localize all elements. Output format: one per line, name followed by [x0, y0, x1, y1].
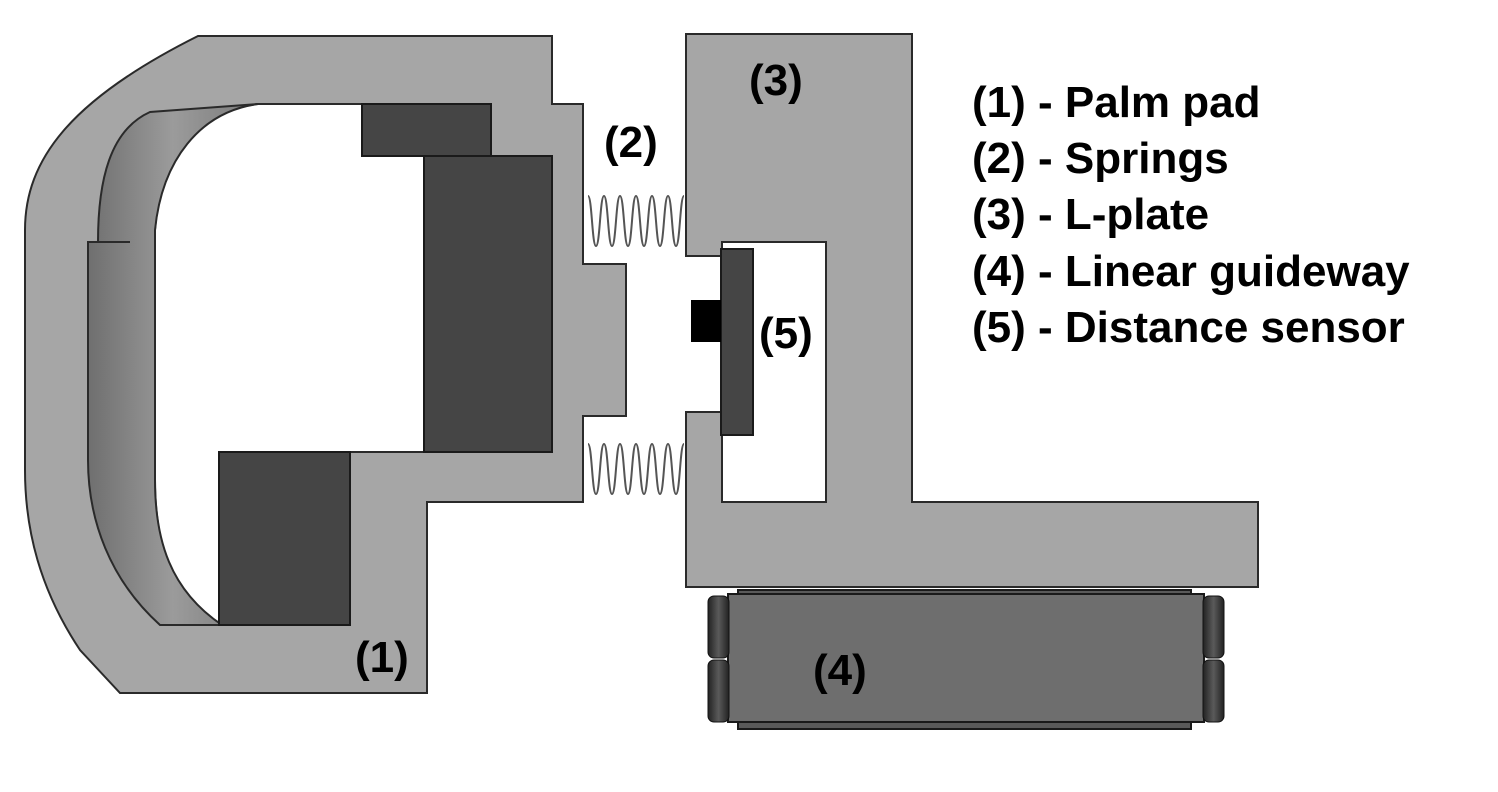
guideway-end-cap-top-right: [1202, 595, 1225, 659]
guideway-end-cap-bottom-right: [1202, 659, 1225, 723]
palm-pad-top-block: [361, 103, 492, 157]
palm-pad-bottom-block: [218, 451, 351, 626]
callout-l-plate: (3): [749, 56, 803, 105]
palm-pad-curved-strip: [87, 103, 259, 626]
legend: (1) - Palm pad (2) - Springs (3) - L-pla…: [972, 78, 1410, 352]
callout-springs: (2): [604, 118, 658, 167]
callout-palm-pad: (1): [355, 633, 409, 682]
legend-item-palm-pad: (1) - Palm pad: [972, 78, 1261, 127]
guideway-end-cap-top-left: [707, 595, 730, 659]
guideway-end-cap-bottom-left: [707, 659, 730, 723]
legend-item-springs: (2) - Springs: [972, 134, 1229, 183]
spring-top: [587, 194, 685, 248]
palm-pad: [24, 35, 627, 694]
callout-linear-guideway: (4): [813, 646, 867, 695]
distance-sensor-board: [720, 248, 754, 436]
distance-sensor-emitter: [691, 300, 721, 342]
legend-item-distance-sensor: (5) - Distance sensor: [972, 303, 1405, 352]
callout-distance-sensor: (5): [759, 309, 813, 358]
distance-sensor: [691, 248, 754, 436]
springs: [587, 194, 685, 496]
legend-item-l-plate: (3) - L-plate: [972, 190, 1209, 239]
spring-bottom: [587, 442, 685, 496]
linear-guideway: [707, 589, 1225, 730]
palm-pad-main-block: [423, 155, 553, 453]
guideway-block: [727, 593, 1205, 723]
legend-item-linear-guideway: (4) - Linear guideway: [972, 247, 1410, 296]
